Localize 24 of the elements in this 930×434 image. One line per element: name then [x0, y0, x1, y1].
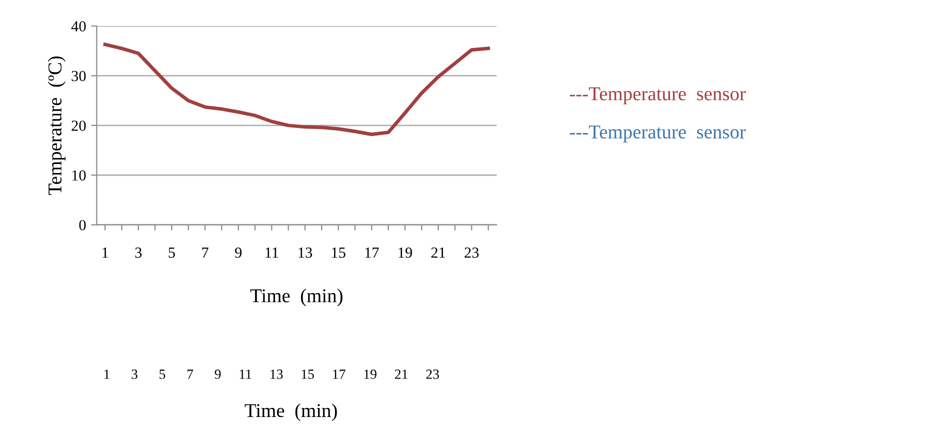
text: 1 3 5 7 9 11 13 15 17 19 21 23: [104, 370, 439, 379]
y-tick-label: 0: [79, 220, 86, 230]
x-tick-label: 21: [431, 248, 446, 258]
x-tick-label: 17: [365, 248, 379, 258]
x-tick-label: 9: [235, 248, 242, 258]
line-series: [103, 42, 490, 136]
legend-label: ---Temperature sensor: [570, 126, 746, 142]
text: ---Temperature sensor: [570, 87, 746, 104]
y-axis-title: Temperature (ºC): [48, 56, 66, 195]
x-axis-title: Time (min): [250, 288, 342, 306]
x-tick-label: 5: [168, 248, 175, 258]
y-tick-label: 40: [71, 21, 86, 32]
y-tick-label: 20: [72, 120, 86, 131]
x-tick-label: 23: [464, 248, 479, 258]
text: Time (min): [244, 403, 337, 422]
x-tick-label: 11: [266, 248, 278, 258]
y-tick-label: 30: [72, 70, 86, 82]
x-tick-label: 19: [398, 248, 412, 258]
x-tick-label: 13: [298, 248, 312, 258]
x-tick-label: 7: [202, 248, 208, 258]
y-tick-label: 10: [72, 170, 86, 181]
x-tick-label: 15: [332, 248, 346, 258]
x-tick-label: 1: [102, 248, 108, 258]
x-tick-label: 3: [135, 248, 142, 258]
